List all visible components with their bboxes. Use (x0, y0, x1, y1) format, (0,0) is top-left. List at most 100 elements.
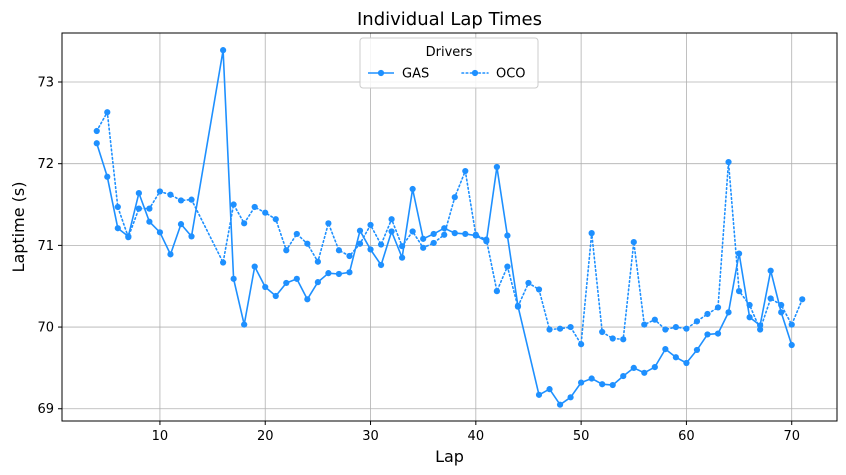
legend-box (359, 37, 539, 89)
legend-label-gas: GAS (402, 67, 429, 82)
data-point-oco (335, 247, 343, 254)
data-point-oco (662, 326, 669, 333)
data-point-oco (514, 303, 522, 310)
plot-frame (61, 32, 838, 422)
data-point-oco (420, 244, 427, 251)
data-point-gas (788, 341, 795, 349)
data-point-gas (220, 47, 227, 54)
data-point-gas (493, 163, 500, 171)
data-point-oco (356, 240, 364, 247)
x-tick-label: 30 (362, 429, 379, 444)
data-point-gas (314, 279, 321, 286)
data-point-gas (251, 263, 258, 270)
data-point-oco (714, 304, 722, 311)
data-point-oco (525, 279, 532, 287)
x-tick-label: 40 (468, 429, 485, 444)
data-point-oco (767, 295, 774, 302)
data-point-gas (409, 185, 416, 193)
data-point-gas (714, 330, 722, 337)
data-point-gas (177, 221, 185, 228)
data-point-oco (735, 288, 743, 295)
data-point-gas (683, 359, 690, 367)
data-point-gas (778, 309, 785, 316)
data-point-oco (578, 341, 585, 348)
data-point-oco (135, 205, 142, 212)
data-point-oco (146, 205, 153, 212)
data-point-gas (304, 296, 311, 303)
data-point-gas (346, 269, 353, 276)
series-layer (93, 47, 806, 408)
data-point-gas (588, 375, 595, 382)
data-point-gas (578, 379, 585, 386)
x-tick-label: 50 (573, 429, 590, 444)
data-point-gas (283, 279, 290, 287)
data-point-oco (114, 203, 121, 211)
series-line-gas (95, 49, 793, 406)
y-tick-label: 72 (37, 157, 54, 172)
data-point-gas (620, 372, 627, 380)
legend-label-oco: OCO (496, 67, 526, 82)
data-point-gas (725, 309, 732, 316)
data-point-oco (125, 234, 132, 241)
axis-ticks: 10 20 30 40 50 60 70 69 70 71 72 73 (37, 76, 800, 444)
data-point-gas (167, 251, 174, 258)
data-point-oco (314, 258, 321, 265)
data-point-oco (93, 127, 100, 135)
data-point-oco (567, 323, 574, 331)
x-tick-label: 10 (152, 429, 169, 444)
data-point-oco (304, 240, 311, 247)
data-point-gas (230, 275, 237, 282)
data-point-oco (241, 220, 248, 227)
data-point-gas (735, 250, 743, 257)
data-point-oco (272, 216, 279, 223)
x-axis-title: Lap (435, 447, 464, 466)
data-point-gas (672, 354, 679, 361)
data-point-gas (746, 314, 753, 321)
data-point-oco (556, 325, 564, 332)
data-point-gas (662, 346, 669, 353)
data-point-oco (430, 239, 437, 247)
data-point-oco (535, 286, 543, 293)
data-point-gas (651, 363, 658, 371)
data-point-oco (156, 188, 164, 195)
y-tick-label: 71 (37, 239, 54, 254)
y-tick-label: 69 (37, 402, 54, 417)
data-point-oco (441, 231, 448, 238)
data-point-gas (462, 230, 469, 238)
data-point-gas (399, 254, 406, 261)
legend: Drivers GAS OCO (359, 37, 539, 89)
data-point-gas (767, 267, 774, 274)
data-point-gas (241, 321, 248, 328)
data-point-gas (356, 227, 364, 234)
data-point-gas (272, 292, 279, 300)
data-point-gas (114, 225, 121, 232)
data-point-oco (220, 259, 227, 266)
data-point-oco (504, 263, 511, 270)
legend-marker-gas (377, 69, 385, 77)
data-point-gas (293, 275, 300, 282)
data-point-gas (704, 331, 711, 338)
data-point-oco (104, 109, 111, 116)
x-tick-label: 70 (783, 429, 800, 444)
data-point-oco (683, 325, 690, 332)
data-point-gas (451, 230, 458, 237)
data-point-oco (409, 228, 416, 235)
data-point-oco (493, 288, 500, 295)
data-point-oco (799, 296, 806, 303)
y-axis-title: Laptime (s) (9, 182, 28, 273)
data-point-gas (335, 270, 343, 278)
data-point-gas (325, 270, 332, 277)
data-point-gas (609, 381, 616, 389)
data-point-oco (293, 230, 300, 238)
data-point-oco (672, 323, 679, 331)
chart-title: Individual Lap Times (357, 9, 542, 30)
data-point-gas (535, 391, 543, 398)
data-point-oco (725, 158, 732, 166)
data-point-oco (746, 301, 753, 309)
data-point-oco (641, 321, 648, 328)
data-point-oco (546, 326, 553, 333)
legend-marker-oco (471, 69, 479, 77)
data-point-gas (504, 232, 511, 239)
data-point-gas (188, 233, 195, 240)
